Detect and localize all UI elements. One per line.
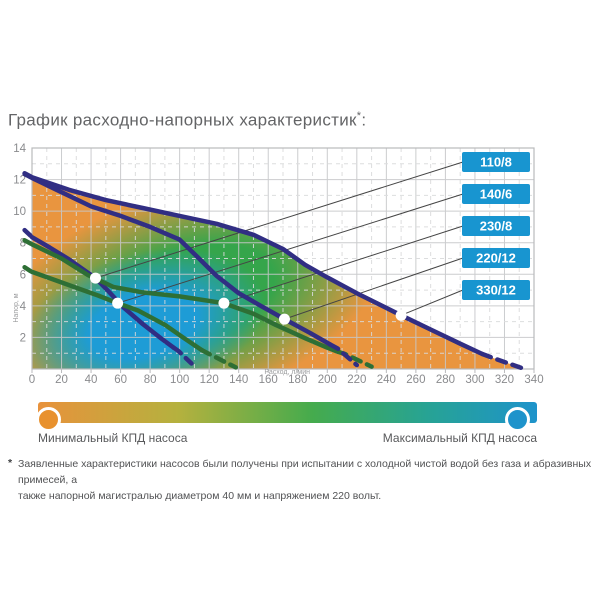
x-tick-label: 40: [85, 374, 98, 386]
callout-line-110-8: [95, 161, 464, 279]
y-tick-label: 4: [20, 301, 27, 313]
pump-label-text-330-12: 330/12: [476, 283, 516, 298]
footnote-line2: также напорной магистралью диаметром 40 …: [18, 490, 382, 502]
chart-title: График расходно-напорных характеристик*:: [8, 110, 366, 131]
chart-title-asterisk: *: [356, 110, 362, 122]
curve-head-dash-110-8: [22, 227, 33, 238]
x-tick-label: 240: [377, 374, 396, 386]
min-efficiency-circle-icon: [36, 407, 61, 432]
footnote: * Заявленные характеристики насосов были…: [8, 456, 600, 504]
pump-curves-chart: 0 20 40 60 80 100 120 140 160 180 200 220 240 260 280 3…: [13, 143, 544, 386]
pump-label-box-110-8: [462, 152, 530, 172]
curve-head-dash-140-6: [22, 264, 33, 274]
x-axis-title: Расход, л/мин: [264, 369, 310, 376]
tick-labels: 0 20 40 60 80 100 120 140 160 180 200 220 240 260 280 3…: [13, 143, 543, 386]
curve-head-dash-230-8: [22, 238, 33, 246]
callout-lines: [95, 161, 464, 320]
y-tick-label: 2: [20, 332, 26, 344]
x-tick-label: 80: [144, 374, 157, 386]
x-tick-label: 160: [259, 374, 278, 386]
x-tick-label: 0: [29, 374, 35, 386]
x-tick-label: 300: [465, 374, 484, 386]
grid: [31, 147, 535, 369]
legend-min-line2: КПД насоса: [121, 431, 188, 445]
efficiency-gradient-bar: [38, 402, 537, 423]
x-tick-label: 140: [229, 374, 248, 386]
pump-label-box-140-6: [462, 184, 530, 204]
x-tick-label: 60: [114, 374, 127, 386]
footnote-line1: Заявленные характеристики насосов были п…: [18, 458, 592, 486]
callout-line-330-12: [400, 289, 464, 316]
y-tick-label: 12: [13, 175, 26, 187]
x-tick-label: 100: [170, 374, 189, 386]
chart-title-colon: :: [361, 110, 367, 130]
x-tick-label: 320: [495, 374, 514, 386]
curve-tail-dash-330-12: [480, 351, 525, 371]
max-efficiency-circle-icon: [505, 407, 530, 432]
y-tick-label: 6: [20, 269, 26, 281]
pump-label-box-230-8: [462, 216, 530, 236]
x-tick-label: 340: [524, 374, 543, 386]
x-tick-label: 180: [288, 374, 307, 386]
pump-label-text-110-8: 110/8: [480, 155, 512, 170]
operating-point-110-8: [89, 272, 101, 284]
curve-330-12: [29, 174, 485, 357]
operating-point-220-12: [278, 313, 290, 325]
y-tick-label: 14: [13, 143, 26, 155]
operating-point-230-8: [218, 297, 230, 309]
operating-point-140-6: [112, 297, 124, 309]
operating-point-330-12: [395, 309, 407, 321]
callout-line-230-8: [223, 225, 464, 304]
pump-label-text-230-8: 230/8: [480, 219, 513, 234]
plot-frame: [31, 147, 535, 370]
operating-point-markers: [89, 272, 407, 325]
curve-tail-dash-220-12: [327, 342, 360, 368]
y-tick-label: 8: [20, 238, 26, 250]
curve-tail-dash-110-8: [171, 345, 194, 366]
x-tick-label: 20: [55, 374, 68, 386]
x-tick-label: 280: [436, 374, 455, 386]
x-tick-label: 200: [318, 374, 337, 386]
chart-title-text: График расходно-напорных характеристик: [8, 110, 357, 130]
legend-max-label: Максимальный КПД насоса: [383, 431, 537, 446]
curve-head-dash-330-12: [22, 171, 33, 179]
footnote-asterisk: *: [8, 457, 13, 469]
pump-label-text-220-12: 220/12: [476, 251, 516, 266]
x-tick-label: 220: [347, 374, 366, 386]
y-axis-title: Напор, м: [13, 293, 20, 322]
legend-max-line2: КПД насоса: [471, 431, 537, 445]
pump-label-box-220-12: [462, 248, 530, 268]
pump-label-boxes: 110/8 140/6 230/8 220/12 330/12: [462, 152, 530, 300]
curve-tail-dash-140-6: [199, 347, 239, 370]
callout-line-140-6: [117, 193, 464, 304]
pump-label-box-330-12: [462, 280, 530, 300]
x-tick-label: 120: [200, 374, 219, 386]
legend-min-label: Минимальный КПД насоса: [38, 431, 187, 446]
pump-label-text-140-6: 140/6: [480, 187, 513, 202]
curve-230-8: [29, 242, 340, 354]
x-tick-label: 260: [406, 374, 425, 386]
callout-line-220-12: [284, 257, 464, 320]
curve-110-8: [29, 234, 176, 350]
legend-min-line1: Минимальный: [38, 431, 119, 445]
legend-max-line1: Максимальный: [382, 431, 468, 445]
y-tick-label: 10: [13, 206, 26, 218]
